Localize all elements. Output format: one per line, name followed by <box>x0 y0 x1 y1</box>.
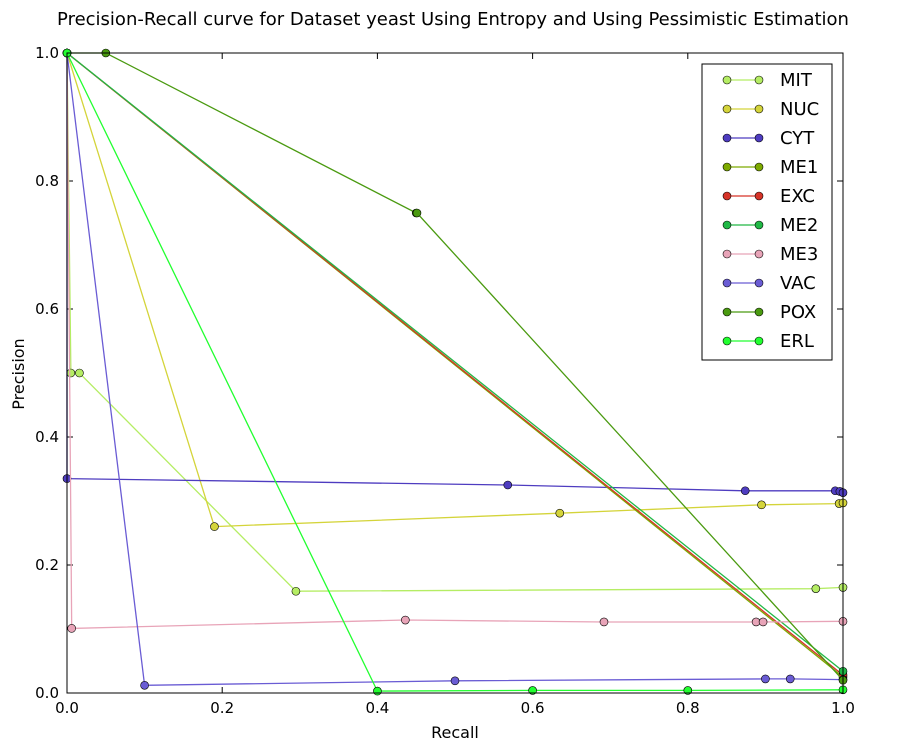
legend-entry-me3: ME3 <box>722 244 818 265</box>
data-point-mit <box>66 368 76 378</box>
x-tick-label: 0.0 <box>55 699 79 717</box>
legend-entry-nuc: NUC <box>722 99 819 120</box>
series-layer <box>62 48 848 696</box>
legend-marker-vac <box>722 278 732 288</box>
data-point-vac <box>761 674 770 684</box>
legend-label-vac: VAC <box>780 273 816 294</box>
data-point-me3 <box>599 617 609 627</box>
data-point-mit <box>811 584 821 593</box>
y-tick-label: 0.4 <box>35 428 59 446</box>
data-point-erl <box>373 686 382 696</box>
legend-marker-me3 <box>722 249 732 259</box>
x-tick-label: 0.4 <box>365 699 389 717</box>
legend-entry-me1: ME1 <box>722 157 818 178</box>
data-point-nuc <box>757 500 766 510</box>
data-point-vac <box>450 676 460 686</box>
legend-entry-pox: POX <box>722 302 816 323</box>
data-point-nuc <box>210 522 219 531</box>
legend-marker-cyt <box>754 133 764 143</box>
x-tick-label: 0.8 <box>676 699 700 717</box>
data-point-mit <box>291 586 301 596</box>
legend-marker-cyt <box>722 133 732 143</box>
legend-marker-me2 <box>722 220 732 230</box>
x-tick-label: 1.0 <box>831 699 855 717</box>
legend-label-cyt: CYT <box>780 128 815 149</box>
legend-entry-cyt: CYT <box>722 128 815 149</box>
data-point-mit <box>75 368 84 378</box>
legend-label-me2: ME2 <box>780 215 818 236</box>
legend-label-me1: ME1 <box>780 157 818 178</box>
legend-entry-me2: ME2 <box>722 215 818 236</box>
legend-marker-pox <box>722 307 732 317</box>
legend-label-exc: EXC <box>780 186 815 207</box>
series-line-me2 <box>66 52 844 672</box>
legend-label-pox: POX <box>780 302 816 323</box>
y-tick-label: 0.0 <box>35 684 59 702</box>
plot-frame <box>66 52 844 694</box>
legend-marker-nuc <box>754 104 764 114</box>
data-point-me3 <box>67 624 76 633</box>
legend-marker-me1 <box>722 162 732 172</box>
x-axis-label: Recall <box>431 723 479 742</box>
x-tick-label: 0.6 <box>521 699 545 717</box>
legend-marker-me3 <box>754 249 764 259</box>
data-point-cyt <box>503 480 513 490</box>
legend-label-mit: MIT <box>780 70 813 91</box>
data-point-cyt <box>740 486 750 496</box>
legend-entry-mit: MIT <box>722 70 813 91</box>
legend-marker-mit <box>754 75 764 85</box>
data-point-vac <box>785 674 795 684</box>
x-tick-label: 0.2 <box>210 699 234 717</box>
legend-marker-erl <box>722 336 732 346</box>
series-line-vac <box>66 52 844 686</box>
legend: MIT NUC CYT ME1 EXC ME2 ME3 VAC POX ERL <box>701 63 833 361</box>
series-me3 <box>62 48 848 633</box>
legend-marker-erl <box>754 336 764 346</box>
legend-marker-exc <box>722 191 732 201</box>
legend-marker-exc <box>754 191 764 201</box>
legend-marker-pox <box>754 307 764 317</box>
y-tick-label: 0.6 <box>35 300 59 318</box>
legend-entry-exc: EXC <box>722 186 815 207</box>
data-point-me3 <box>758 617 768 627</box>
series-line-mit <box>66 52 844 592</box>
y-tick-label: 0.2 <box>35 556 59 574</box>
y-tick-label: 1.0 <box>35 44 59 62</box>
legend-label-erl: ERL <box>780 331 814 352</box>
legend-label-nuc: NUC <box>780 99 819 120</box>
legend-entry-vac: VAC <box>722 273 816 294</box>
data-point-erl <box>683 686 693 695</box>
legend-marker-me2 <box>754 220 764 230</box>
data-point-nuc <box>555 508 565 518</box>
legend-marker-me1 <box>754 162 764 172</box>
legend-entry-erl: ERL <box>722 331 814 352</box>
data-point-pox <box>412 208 422 218</box>
legend-label-me3: ME3 <box>780 244 818 265</box>
legend-marker-nuc <box>722 104 732 114</box>
data-point-me3 <box>401 615 410 625</box>
data-point-vac <box>140 681 149 690</box>
y-tick-label: 0.8 <box>35 172 59 190</box>
legend-marker-vac <box>754 278 764 288</box>
data-point-erl <box>528 686 537 695</box>
y-axis-label: Precision <box>9 338 28 409</box>
legend-marker-mit <box>722 75 732 85</box>
chart-title: Precision-Recall curve for Dataset yeast… <box>57 9 849 30</box>
